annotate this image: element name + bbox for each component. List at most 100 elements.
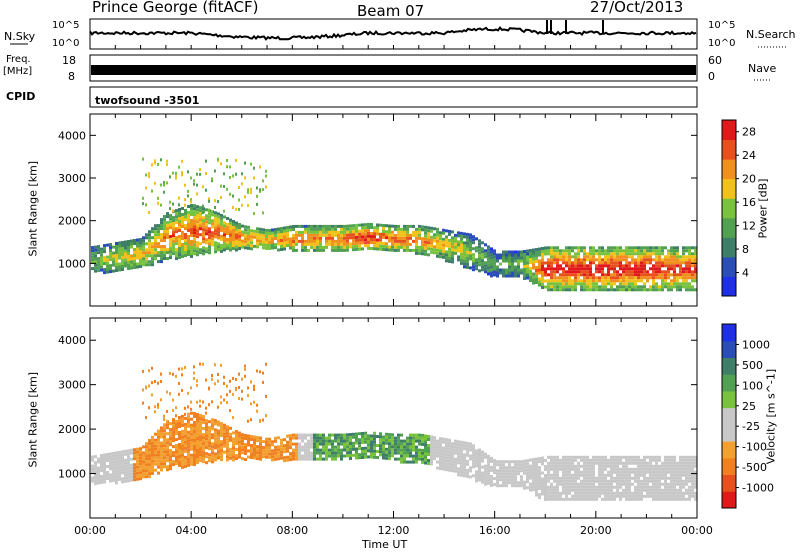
velocity-cell xyxy=(169,422,172,426)
power-cell xyxy=(589,255,592,259)
velocity-cell xyxy=(601,491,604,495)
velocity-cell xyxy=(229,453,232,457)
velocity-cell xyxy=(628,479,631,483)
velocity-cell xyxy=(610,479,613,483)
velocity-cell xyxy=(604,479,607,483)
velocity-cell xyxy=(142,466,145,470)
power-cell xyxy=(658,258,661,262)
power-cell xyxy=(625,264,628,268)
power-cell xyxy=(400,230,403,234)
velocity-cell xyxy=(694,470,697,474)
velocity-cell xyxy=(496,463,499,467)
power-cell xyxy=(241,224,244,228)
power-cell xyxy=(607,288,610,292)
power-cell xyxy=(256,245,259,249)
power-cell xyxy=(151,242,154,246)
velocity-cell xyxy=(172,433,175,437)
power-cell xyxy=(610,282,613,286)
velocity-cell xyxy=(121,456,124,460)
velocity-cell xyxy=(673,491,676,495)
power-cell xyxy=(655,288,658,292)
power-cell xyxy=(526,252,529,256)
power-cell xyxy=(343,233,346,237)
velocity-cell xyxy=(136,474,139,478)
power-cell xyxy=(346,230,349,234)
power-cell xyxy=(688,252,691,256)
velocity-cell xyxy=(163,462,166,466)
power-cell xyxy=(622,255,625,259)
power-cell xyxy=(460,252,463,256)
power-cell xyxy=(562,270,565,274)
velocity-cell xyxy=(334,433,337,437)
power-cell xyxy=(409,248,412,252)
velocity-cell xyxy=(172,418,175,422)
power-cell xyxy=(667,267,670,271)
velocity-cell xyxy=(211,424,214,428)
velocity-cell xyxy=(388,436,391,440)
velocity-cell xyxy=(106,459,109,462)
power-cell xyxy=(589,270,592,274)
power-cell xyxy=(580,261,583,265)
velocity-cell xyxy=(472,459,475,463)
power-cell xyxy=(670,267,673,271)
velocity-cell xyxy=(250,450,253,453)
velocity-cell xyxy=(418,454,421,458)
velocity-cell xyxy=(151,462,154,466)
power-cell xyxy=(484,267,487,271)
power-cell xyxy=(154,245,157,249)
power-cell xyxy=(160,233,163,237)
velocity-cell xyxy=(541,486,544,490)
power-cell xyxy=(403,233,406,237)
velocity-cell xyxy=(541,471,544,475)
velocity-cell xyxy=(526,480,529,484)
power-cell xyxy=(610,255,613,259)
velocity-cell xyxy=(247,419,249,423)
velocity-cell xyxy=(634,494,637,498)
velocity-cell xyxy=(178,392,180,396)
power-cell xyxy=(262,243,265,247)
velocity-cell xyxy=(319,454,322,458)
power-cell xyxy=(331,233,334,237)
velocity-cell xyxy=(550,473,553,477)
velocity-cell xyxy=(337,445,340,449)
velocity-cell xyxy=(448,438,451,442)
velocity-cell xyxy=(655,476,658,480)
velocity-cell xyxy=(154,459,157,463)
velocity-cell xyxy=(499,460,502,464)
power-cell xyxy=(403,245,406,249)
velocity-cell xyxy=(193,424,196,427)
power-cell xyxy=(367,246,370,250)
power-cell xyxy=(208,215,211,219)
velocity-cell xyxy=(643,467,646,471)
velocity-cell xyxy=(688,470,691,474)
velocity-cell xyxy=(295,433,298,437)
velocity-cell xyxy=(418,433,421,437)
power-cell xyxy=(211,243,214,247)
velocity-cell xyxy=(436,460,439,464)
power-cell xyxy=(436,230,439,234)
power-cell xyxy=(538,253,541,257)
velocity-cell xyxy=(511,478,514,482)
velocity-cell xyxy=(616,476,619,480)
velocity-cell xyxy=(211,448,214,452)
velocity-cell xyxy=(190,456,193,460)
power-cell xyxy=(568,249,571,253)
velocity-cell xyxy=(406,451,409,455)
velocity-cell xyxy=(370,443,373,447)
power-cell xyxy=(166,233,169,237)
velocity-cell xyxy=(106,474,109,477)
power-cell xyxy=(226,229,229,232)
velocity-cell xyxy=(640,458,643,462)
power-cell xyxy=(172,171,174,175)
power-cell xyxy=(676,246,679,250)
velocity-cell xyxy=(238,431,241,435)
velocity-cell xyxy=(478,457,481,461)
velocity-cell xyxy=(655,455,658,459)
power-cell xyxy=(523,268,526,271)
velocity-cell xyxy=(409,454,412,458)
velocity-cell xyxy=(172,424,175,428)
power-cell xyxy=(472,256,475,260)
power-cell xyxy=(619,255,622,259)
velocity-cell xyxy=(208,387,210,391)
power-cell xyxy=(679,285,682,289)
